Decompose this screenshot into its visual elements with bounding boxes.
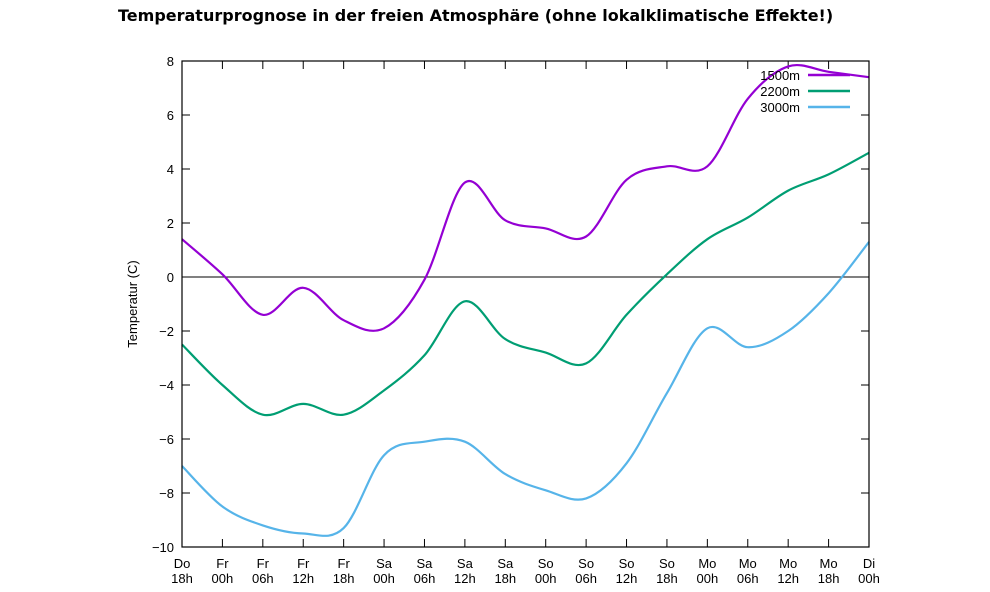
x-tick-label-hour: 06h xyxy=(575,571,597,586)
x-tick-label-hour: 00h xyxy=(535,571,557,586)
series-line-2200m xyxy=(181,151,870,417)
y-tick-label: −2 xyxy=(159,324,174,339)
x-tick-label-hour: 12h xyxy=(292,571,314,586)
x-tick-label-day: So xyxy=(538,556,554,571)
x-tick-label-day: So xyxy=(659,556,675,571)
x-tick-label-day: So xyxy=(619,556,635,571)
x-tick-label-day: Do xyxy=(174,556,191,571)
x-tick-label-day: Fr xyxy=(297,556,310,571)
x-tick-label-day: Fr xyxy=(257,556,270,571)
x-tick-label-day: Di xyxy=(863,556,875,571)
legend-label: 1500m xyxy=(760,68,800,83)
x-tick-label-hour: 06h xyxy=(737,571,759,586)
legend-label: 3000m xyxy=(760,100,800,115)
x-tick-label-day: Sa xyxy=(497,556,514,571)
y-tick-label: −4 xyxy=(159,378,174,393)
legend-label: 2200m xyxy=(760,84,800,99)
x-tick-label-hour: 06h xyxy=(252,571,274,586)
x-tick-label-hour: 00h xyxy=(212,571,234,586)
x-tick-label-hour: 00h xyxy=(697,571,719,586)
y-tick-label: 0 xyxy=(167,270,174,285)
y-axis-label: Temperatur (C) xyxy=(125,260,140,347)
x-tick-label-day: Mo xyxy=(779,556,797,571)
x-tick-label-hour: 12h xyxy=(454,571,476,586)
y-tick-label: −6 xyxy=(159,432,174,447)
series-line-3000m xyxy=(181,241,870,537)
y-tick-label: 6 xyxy=(167,108,174,123)
x-tick-label-hour: 12h xyxy=(616,571,638,586)
y-tick-label: 4 xyxy=(167,162,174,177)
x-tick-label-day: Fr xyxy=(216,556,229,571)
x-tick-label-hour: 18h xyxy=(494,571,516,586)
x-tick-label-day: Mo xyxy=(739,556,757,571)
x-tick-label-day: Sa xyxy=(457,556,474,571)
x-tick-label-hour: 00h xyxy=(858,571,880,586)
series-line-1500m xyxy=(181,63,870,332)
x-tick-label-hour: 00h xyxy=(373,571,395,586)
y-tick-label: −10 xyxy=(152,540,174,555)
x-tick-label-hour: 18h xyxy=(171,571,193,586)
x-tick-label-hour: 18h xyxy=(818,571,840,586)
x-tick-label-hour: 06h xyxy=(414,571,436,586)
x-tick-label-day: Mo xyxy=(820,556,838,571)
x-tick-label-hour: 18h xyxy=(656,571,678,586)
y-tick-label: 2 xyxy=(167,216,174,231)
x-tick-label-hour: 18h xyxy=(333,571,355,586)
x-tick-label-day: So xyxy=(578,556,594,571)
y-tick-label: 8 xyxy=(167,54,174,69)
x-tick-label-day: Sa xyxy=(376,556,393,571)
x-tick-label-day: Fr xyxy=(338,556,351,571)
plot-frame xyxy=(181,60,870,548)
x-tick-label-day: Sa xyxy=(417,556,434,571)
y-tick-label: −8 xyxy=(159,486,174,501)
chart-title: Temperaturprognose in der freien Atmosph… xyxy=(118,6,834,25)
x-tick-label-hour: 12h xyxy=(777,571,799,586)
x-tick-label-day: Mo xyxy=(698,556,716,571)
